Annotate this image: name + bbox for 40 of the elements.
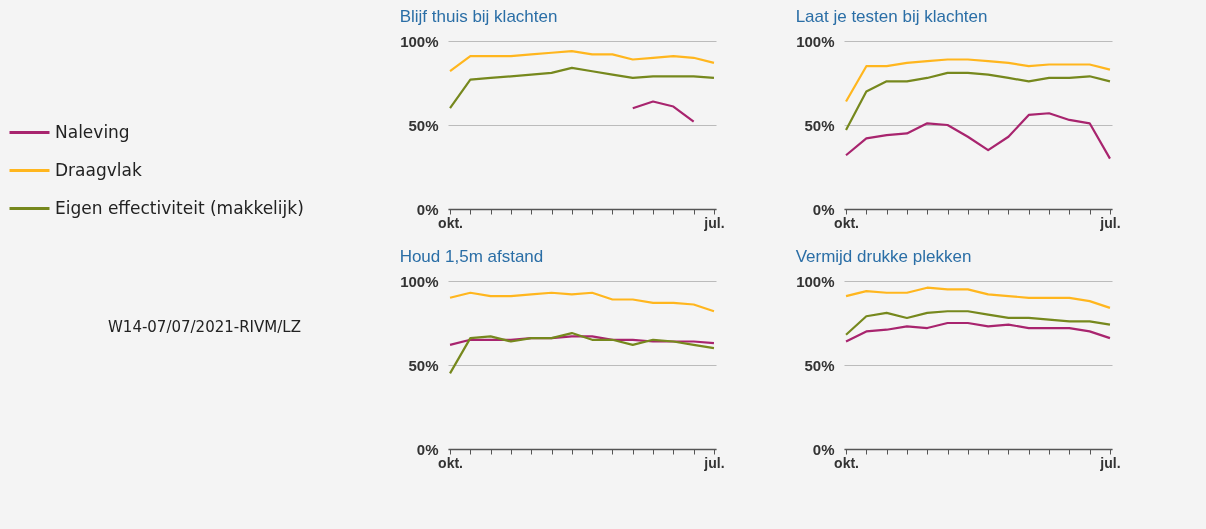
- x-tick-label: jul.: [1099, 214, 1121, 231]
- x-tick-label: okt.: [834, 214, 859, 231]
- line-series: [844, 321, 1112, 343]
- chart-title: Houd 1,5m afstand: [399, 247, 544, 266]
- y-tick-label: 50%: [804, 116, 835, 134]
- line-series: [844, 58, 1112, 103]
- x-tick-label: okt.: [438, 454, 463, 471]
- text: W14-07/07/2021-RIVM/LZ: [108, 318, 301, 336]
- line-series: [844, 71, 1112, 132]
- y-tick-label: 100%: [400, 272, 439, 290]
- y-tick-label: 100%: [796, 272, 835, 290]
- y-tick-label: 0%: [416, 200, 439, 218]
- chart-title: Laat je testen bij klachten: [795, 7, 988, 26]
- line-series: [448, 49, 716, 73]
- x-tick-label: jul.: [703, 454, 725, 471]
- y-tick-label: 0%: [812, 440, 835, 458]
- y-tick-label: 0%: [812, 200, 835, 218]
- y-tick-label: 50%: [408, 356, 439, 374]
- x-tick-label: okt.: [438, 214, 463, 231]
- y-tick-label: 0%: [416, 440, 439, 458]
- y-tick-label: 50%: [408, 116, 439, 134]
- line-series: [448, 291, 716, 313]
- y-tick-label: 100%: [796, 32, 835, 50]
- x-tick-label: okt.: [834, 454, 859, 471]
- legend-label: Draagvlak: [55, 159, 142, 180]
- x-tick-label: jul.: [1099, 454, 1121, 471]
- line-series: [844, 310, 1112, 336]
- chart-title: Vermijd drukke plekken: [795, 247, 972, 266]
- line-series: [844, 286, 1112, 309]
- line-series: [448, 335, 716, 346]
- x-tick-label: jul.: [703, 214, 725, 231]
- line-series: [448, 331, 716, 375]
- legend-label: Naleving: [55, 121, 130, 142]
- y-tick-label: 50%: [804, 356, 835, 374]
- line-series: [448, 66, 716, 110]
- line-series: [631, 100, 695, 123]
- y-tick-label: 100%: [400, 32, 439, 50]
- legend-label: Eigen effectiviteit (makkelijk): [55, 197, 304, 218]
- line-series: [844, 112, 1112, 160]
- chart-title: Blijf thuis bij klachten: [399, 7, 558, 26]
